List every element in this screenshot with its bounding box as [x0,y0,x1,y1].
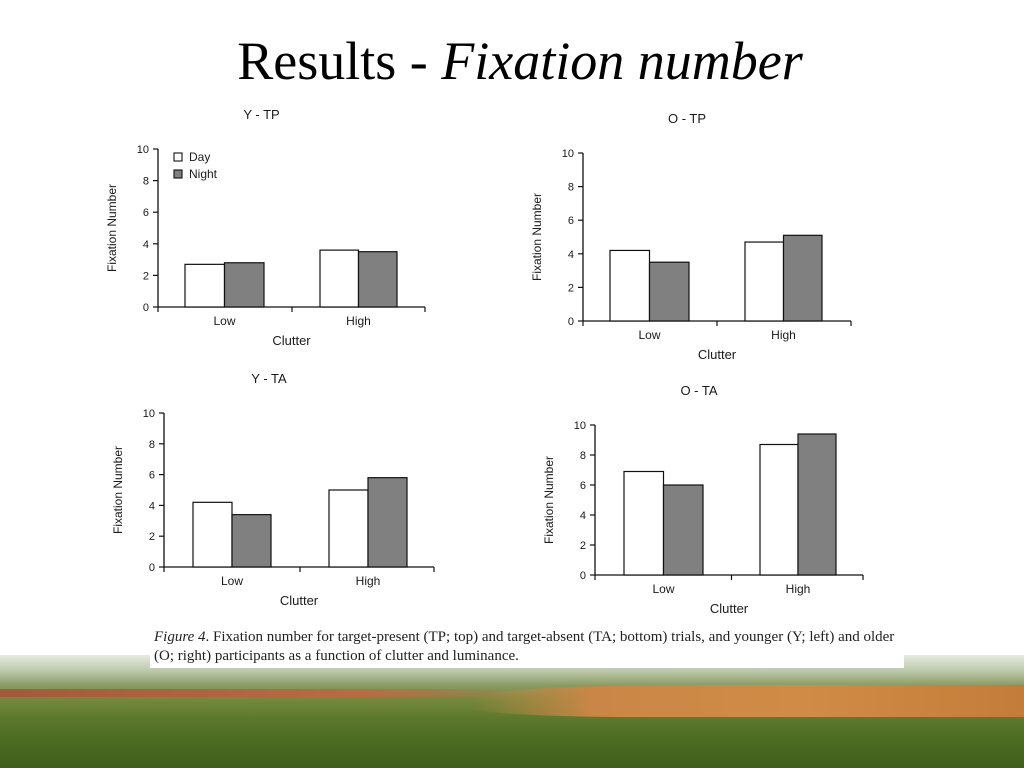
y-tick-label: 8 [149,439,155,451]
y-tick-label: 4 [143,239,149,251]
y-tick-label: 2 [580,540,586,552]
bar-night-high [797,433,837,576]
y-tick-label: 6 [568,215,574,227]
bar-day-low [184,263,226,308]
bar-night-high [357,251,398,308]
chart-title: Y - TP [243,107,279,122]
bar-night-low [648,261,690,322]
x-tick-label: Low [213,314,235,328]
slide-title-plain: Results - [237,31,442,91]
y-axis-label: Fixation Number [111,446,125,534]
bar-day-high [319,249,360,308]
x-axis-label: Clutter [710,601,749,616]
bar-night-high [782,234,823,322]
x-tick-label: Low [221,574,243,588]
bar-night-low [662,484,704,576]
chart-title: O - TA [680,383,717,398]
y-tick-label: 8 [143,176,149,188]
bar-day-high [759,443,799,576]
caption-figure-label: Figure 4 [154,629,206,645]
slide-title-italic: Fixation number [441,31,803,91]
y-tick-label: 4 [149,500,155,512]
caption-text: . Fixation number for target-present (TP… [154,629,895,664]
y-tick-label: 0 [143,302,149,314]
x-axis-label: Clutter [280,593,319,608]
y-tick-label: 0 [149,562,155,574]
y-axis-label: Fixation Number [530,193,544,281]
y-tick-label: 6 [149,470,155,482]
x-tick-label: High [356,574,381,588]
chart-title: O - TP [668,111,706,126]
field-background-image [0,655,1024,768]
bar-day-low [609,249,651,322]
bar-day-low [192,501,233,568]
bar-day-low [623,470,665,576]
y-tick-label: 2 [143,270,149,282]
x-axis-label: Clutter [698,347,737,362]
y-tick-label: 4 [568,249,574,261]
y-tick-label: 10 [562,148,574,160]
chart-title: Y - TA [251,371,287,386]
legend-swatch-night [173,169,183,179]
field-soil-strip [470,685,1024,717]
x-axis-label: Clutter [272,333,311,348]
y-tick-label: 0 [568,316,574,328]
bar-night-low [231,514,272,568]
legend-label-night: Night [189,167,218,181]
x-tick-label: High [771,328,796,342]
y-tick-label: 8 [568,182,574,194]
bar-day-high [328,489,369,568]
y-tick-label: 2 [149,531,155,543]
figure-caption: Figure 4. Fixation number for target-pre… [150,628,904,668]
slide-title: Results - Fixation number [0,34,1024,88]
y-tick-label: 0 [580,570,586,582]
x-tick-label: Low [652,582,674,596]
bar-night-high [367,477,408,568]
y-tick-label: 6 [580,480,586,492]
y-tick-label: 4 [580,510,586,522]
y-tick-label: 10 [574,420,586,432]
x-tick-label: High [786,582,811,596]
y-tick-label: 8 [580,450,586,462]
x-tick-label: Low [638,328,660,342]
x-tick-label: High [346,314,371,328]
bar-night-low [223,262,265,308]
y-axis-label: Fixation Number [105,184,119,272]
y-tick-label: 10 [137,144,149,156]
legend-swatch-day [173,152,183,162]
y-tick-label: 2 [568,282,574,294]
y-tick-label: 6 [143,207,149,219]
y-axis-label: Fixation Number [542,456,556,544]
field-soil-strip-left [0,689,520,697]
legend-label-day: Day [189,150,210,164]
y-tick-label: 10 [143,408,155,420]
